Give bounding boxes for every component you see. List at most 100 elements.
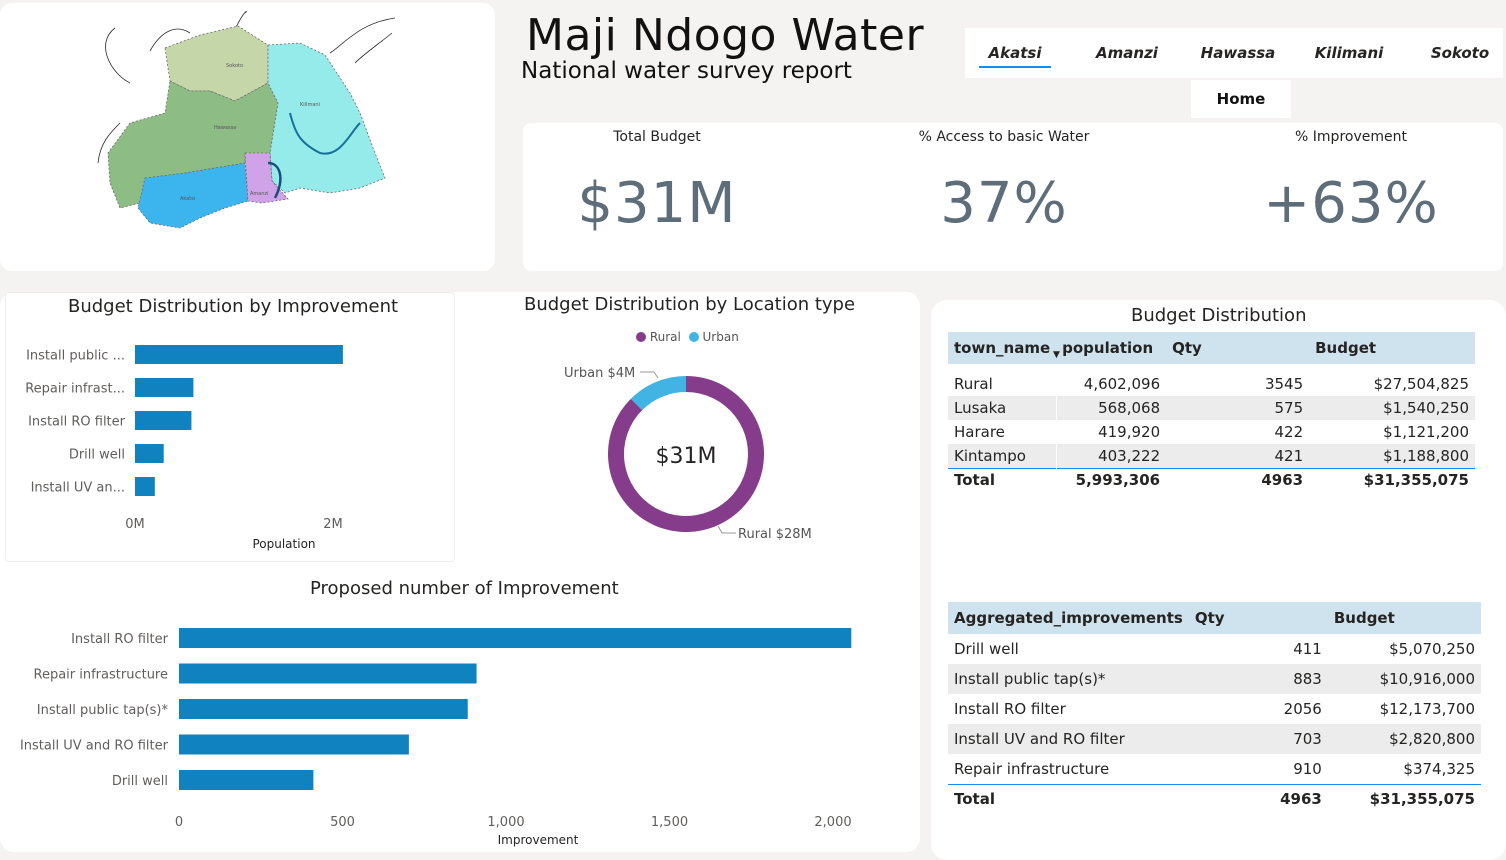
bar[interactable]: [179, 663, 477, 684]
kpi-total-budget-label: Total Budget: [613, 129, 701, 145]
region-akatsi[interactable]: [137, 162, 249, 229]
table-cell: 883: [1188, 664, 1328, 694]
x-tick-label: 2M: [323, 517, 343, 532]
table-cell: 910: [1293, 760, 1322, 778]
x-tick-label: 500: [330, 815, 355, 830]
category-label: Install UV and RO filter: [20, 739, 169, 754]
table-cell: Install RO filter: [954, 700, 1066, 718]
tab-sokoto[interactable]: Sokoto: [1430, 44, 1490, 62]
bar[interactable]: [135, 411, 192, 430]
col-improvement-budget[interactable]: Budget: [1327, 602, 1481, 634]
table-cell: $10,916,000: [1327, 664, 1481, 694]
region-hawassa[interactable]: [107, 80, 279, 209]
tab-amanzi[interactable]: Amanzi: [1096, 44, 1158, 62]
col-population[interactable]: population: [1056, 332, 1167, 364]
bar[interactable]: [179, 734, 409, 755]
region-map[interactable]: Sokoto Hawassa Kilimani Akatsi Amanzi: [0, 3, 495, 271]
map-label-sokoto: Sokoto: [226, 63, 243, 69]
table-cell: 2056: [1283, 700, 1322, 718]
category-label: Repair infrast...: [25, 382, 125, 397]
table-row[interactable]: Install UV and RO filter 703 $2,820,800: [948, 724, 1481, 754]
tab-akatsi[interactable]: Akatsi: [965, 28, 1065, 78]
river-kilimani: [289, 112, 361, 155]
col-aggregated-improvements[interactable]: Aggregated_improvements: [948, 602, 1189, 634]
table-total-cell: $31,355,075: [1309, 468, 1475, 491]
table-row[interactable]: Drill well 411 $5,070,250: [948, 634, 1481, 664]
category-label: Install UV an...: [31, 481, 125, 496]
bar[interactable]: [135, 345, 343, 364]
kpi-improvement-label: % Improvement: [1295, 129, 1407, 145]
col-budget[interactable]: Budget: [1309, 332, 1475, 364]
region-tabs: Akatsi Amanzi Hawassa Kilimani Sokoto: [965, 28, 1503, 78]
table-budget-distribution: town_name population Qty Budget Rural 4,6…: [948, 332, 1475, 491]
legend-rural-label[interactable]: Rural: [649, 330, 681, 344]
donut-label-rural: Rural $28M: [738, 527, 812, 542]
table-cell: 403,222: [1056, 444, 1167, 469]
table-total-cell: Total: [948, 468, 1057, 491]
col-town-name[interactable]: town_name: [948, 332, 1057, 364]
col-qty[interactable]: Qty: [1166, 332, 1310, 364]
table-cell: Install UV and RO filter: [948, 724, 1189, 754]
tab-hawassa[interactable]: Hawassa: [1200, 44, 1276, 62]
category-label: Drill well: [112, 774, 168, 789]
table-row[interactable]: Rural 4,602,096 3545 $27,504,825: [948, 364, 1475, 396]
x-tick-label: 2,000: [814, 815, 851, 830]
kpi-access-value: 37%: [940, 171, 1068, 236]
table-cell: 411: [1293, 640, 1322, 658]
table-cell: 568,068: [1056, 396, 1167, 420]
table-total-cell: Total: [948, 784, 1189, 813]
chart-proposed-improvements: Install RO filter Repair infrastructure In…: [20, 628, 852, 830]
table-row[interactable]: Install public tap(s)* 883 $10,916,000: [948, 664, 1481, 694]
table-total-row: Total 4963 $31,355,075: [948, 784, 1481, 813]
donut-slice-urban[interactable]: [630, 376, 686, 411]
table-cell: $12,173,700: [1379, 700, 1475, 718]
region-kilimani[interactable]: [267, 42, 386, 194]
table-row[interactable]: Kintampo 403,222 421 $1,188,800: [948, 444, 1475, 469]
sort-desc-icon[interactable]: ▼: [1053, 350, 1060, 360]
table-cell: $1,121,200: [1383, 423, 1469, 441]
map-label-amanzi: Amanzi: [250, 191, 269, 197]
page-subtitle: National water survey report: [521, 58, 852, 84]
kpi-access-label: % Access to basic Water: [918, 129, 1090, 145]
chart3-xlabel: Improvement: [497, 833, 579, 847]
legend-urban-label[interactable]: Urban: [702, 330, 739, 344]
table-cell: Kintampo: [948, 444, 1057, 469]
table-cell: 419,920: [1098, 423, 1161, 441]
bar[interactable]: [179, 699, 468, 719]
map-label-akatsi: Akatsi: [180, 196, 195, 202]
river-main: [267, 161, 282, 199]
table-row[interactable]: Lusaka 568,068 575 $1,540,250: [948, 396, 1475, 420]
kpi-card: Total Budget $31M % Access to basic Wate…: [523, 123, 1503, 271]
donut-legend: Rural Urban: [636, 330, 739, 344]
bar[interactable]: [135, 477, 155, 496]
kpi-improvement-value: +63%: [1263, 171, 1439, 236]
table-cell: $2,820,800: [1327, 724, 1481, 754]
table-cell: Drill well: [954, 640, 1019, 658]
donut-label-urban: Urban $4M: [564, 366, 635, 381]
table-row[interactable]: Install RO filter 2056 $12,173,700: [948, 694, 1481, 724]
table-row[interactable]: Harare 419,920 422 $1,121,200: [948, 420, 1475, 444]
bar[interactable]: [135, 378, 194, 397]
category-label: Install public tap(s)*: [37, 703, 169, 718]
category-label: Drill well: [69, 448, 125, 463]
category-label: Install public ...: [26, 349, 125, 364]
category-label: Install RO filter: [28, 415, 126, 430]
chart1-title: Budget Distribution by Improvement: [68, 296, 399, 317]
col-improvement-qty[interactable]: Qty: [1188, 602, 1328, 634]
map-card: Sokoto Hawassa Kilimani Akatsi Amanzi: [0, 3, 495, 271]
legend-urban-dot: [688, 332, 699, 342]
table-total-cell: 4963: [1188, 784, 1328, 813]
table-cell: 4,602,096: [1083, 375, 1161, 393]
home-button[interactable]: Home: [1191, 80, 1291, 118]
bar[interactable]: [135, 444, 164, 463]
river-lines: [97, 10, 396, 164]
table-row[interactable]: Repair infrastructure 910 $374,325: [948, 754, 1481, 785]
table-cell: 421: [1166, 444, 1310, 469]
table-cell: Rural: [948, 364, 1057, 396]
chart1-xlabel: Population: [252, 537, 316, 551]
table-cell: $5,070,250: [1389, 640, 1475, 658]
table-total-row: Total 5,993,306 4963 $31,355,075: [948, 468, 1475, 491]
bar[interactable]: [179, 628, 852, 648]
tab-kilimani[interactable]: Kilimani: [1314, 44, 1384, 62]
bar[interactable]: [179, 770, 314, 790]
